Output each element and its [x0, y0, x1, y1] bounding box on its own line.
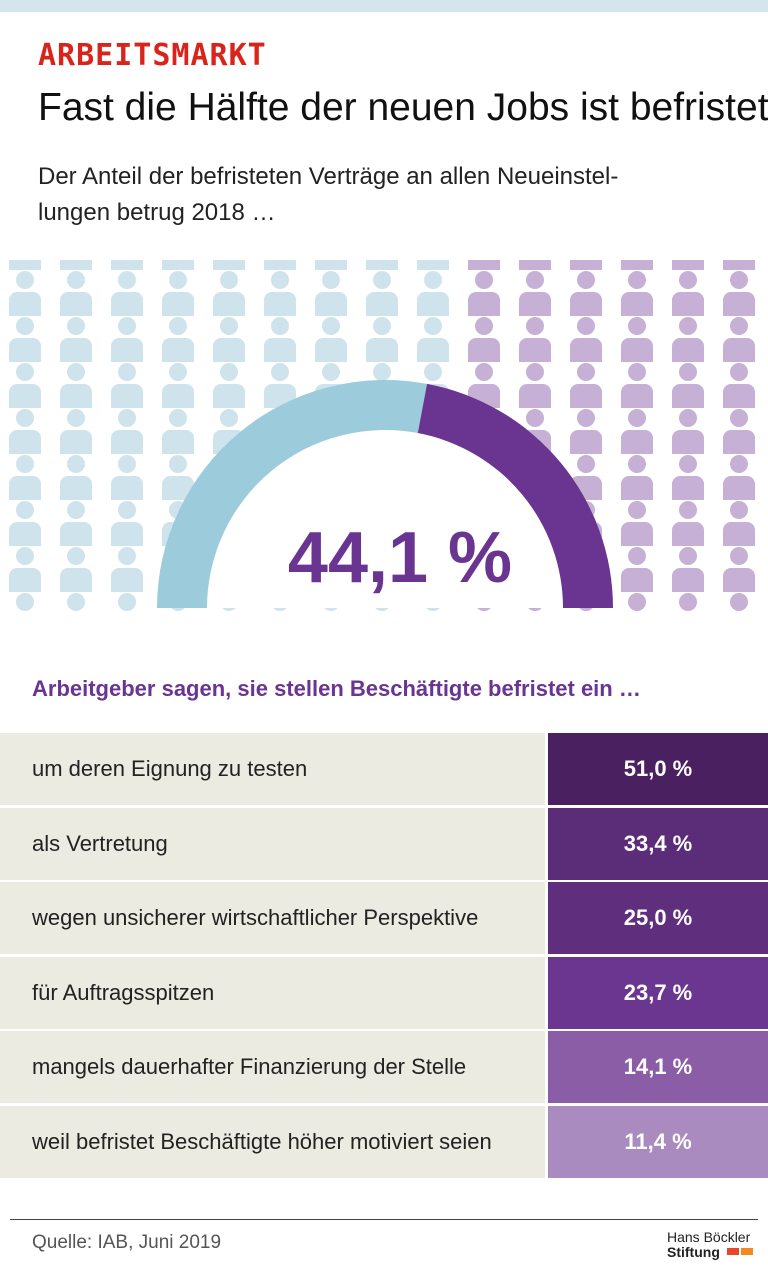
- table-row: als Vertretung 33,4 %: [0, 807, 768, 880]
- label-cell: mangels dauerhafter Finanzierung der Ste…: [0, 1031, 545, 1103]
- table-row: mangels dauerhafter Finanzierung der Ste…: [0, 1031, 768, 1103]
- label-cell: weil befristet Beschäftigte höher motivi…: [0, 1105, 545, 1178]
- rule: [10, 1219, 758, 1220]
- gauge: 44,1 %: [0, 260, 768, 612]
- label-cell: wegen unsicherer wirtschaftlicher Perspe…: [0, 882, 545, 954]
- gauge-arc: [157, 379, 428, 608]
- logo: Hans Böckler Stiftung: [667, 1230, 750, 1260]
- label-cell: um deren Eignung zu testen: [0, 733, 545, 805]
- value-cell: 51,0 %: [548, 733, 768, 805]
- subtitle-line: lungen betrug 2018 …: [38, 199, 276, 226]
- value-cell: 33,4 %: [548, 807, 768, 880]
- table-row: um deren Eignung zu testen 51,0 %: [0, 733, 768, 805]
- logo-line: Stiftung: [667, 1244, 720, 1260]
- logo-line: Hans Böckler: [667, 1229, 751, 1245]
- value-cell: 14,1 %: [548, 1031, 768, 1103]
- table-row: wegen unsicherer wirtschaftlicher Perspe…: [0, 882, 768, 954]
- table-row: für Auftragsspitzen 23,7 %: [0, 956, 768, 1029]
- value-cell: 25,0 %: [548, 882, 768, 954]
- source: Quelle: IAB, Juni 2019: [32, 1232, 222, 1253]
- logo-mark: [741, 1248, 753, 1255]
- gauge-arc: [417, 383, 613, 608]
- logo-mark: [727, 1248, 739, 1255]
- label-cell: für Auftragsspitzen: [0, 956, 545, 1029]
- table-title: Arbeitgeber sagen, sie stellen Beschäfti…: [32, 676, 641, 701]
- table-row: weil befristet Beschäftigte höher motivi…: [0, 1105, 768, 1178]
- top-bar: [0, 0, 768, 12]
- title: Fast die Hälfte der neuen Jobs ist befri…: [38, 86, 768, 129]
- label-cell: als Vertretung: [0, 807, 545, 880]
- kicker: ARBEITSMARKT: [38, 38, 267, 73]
- value-cell: 11,4 %: [548, 1105, 768, 1178]
- value-cell: 23,7 %: [548, 956, 768, 1029]
- gauge-label: 44,1 %: [288, 518, 512, 598]
- subtitle-line: Der Anteil der befristeten Verträge an a…: [38, 163, 619, 190]
